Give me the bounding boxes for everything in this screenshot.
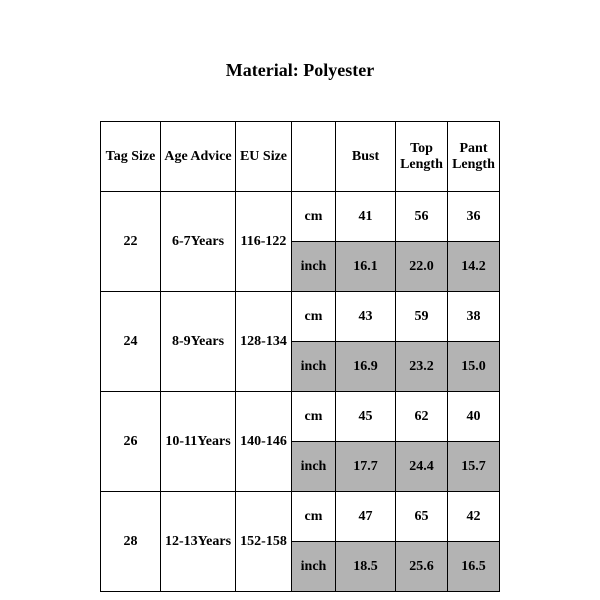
cell-unit-inch: inch <box>292 242 336 292</box>
cell-tag-size: 22 <box>101 192 161 292</box>
cell-pant-cm: 36 <box>448 192 500 242</box>
cell-bust-cm: 41 <box>336 192 396 242</box>
material-title: Material: Polyester <box>0 60 600 81</box>
cell-bust-cm: 45 <box>336 392 396 442</box>
table-row: 28 12-13Years 152-158 cm 47 65 42 <box>101 492 500 542</box>
cell-bust-inch: 17.7 <box>336 442 396 492</box>
cell-top-cm: 56 <box>396 192 448 242</box>
cell-top-cm: 65 <box>396 492 448 542</box>
size-chart-table: Tag Size Age Advice EU Size Bust Top Len… <box>100 121 500 592</box>
table-row: 26 10-11Years 140-146 cm 45 62 40 <box>101 392 500 442</box>
cell-age-advice: 10-11Years <box>161 392 236 492</box>
cell-eu-size: 128-134 <box>236 292 292 392</box>
cell-top-inch: 24.4 <box>396 442 448 492</box>
cell-pant-cm: 38 <box>448 292 500 342</box>
cell-bust-cm: 47 <box>336 492 396 542</box>
cell-tag-size: 26 <box>101 392 161 492</box>
cell-bust-inch: 18.5 <box>336 542 396 592</box>
cell-pant-inch: 15.7 <box>448 442 500 492</box>
cell-unit-cm: cm <box>292 192 336 242</box>
cell-bust-inch: 16.9 <box>336 342 396 392</box>
cell-unit-inch: inch <box>292 442 336 492</box>
cell-pant-inch: 16.5 <box>448 542 500 592</box>
cell-age-advice: 8-9Years <box>161 292 236 392</box>
cell-pant-inch: 15.0 <box>448 342 500 392</box>
table-row: 24 8-9Years 128-134 cm 43 59 38 <box>101 292 500 342</box>
cell-bust-cm: 43 <box>336 292 396 342</box>
cell-eu-size: 116-122 <box>236 192 292 292</box>
cell-age-advice: 12-13Years <box>161 492 236 592</box>
cell-tag-size: 28 <box>101 492 161 592</box>
col-tag-size: Tag Size <box>101 122 161 192</box>
cell-unit-cm: cm <box>292 292 336 342</box>
header-row: Tag Size Age Advice EU Size Bust Top Len… <box>101 122 500 192</box>
cell-unit-inch: inch <box>292 542 336 592</box>
cell-unit-inch: inch <box>292 342 336 392</box>
col-bust: Bust <box>336 122 396 192</box>
cell-age-advice: 6-7Years <box>161 192 236 292</box>
cell-pant-cm: 42 <box>448 492 500 542</box>
col-pant-length: Pant Length <box>448 122 500 192</box>
cell-top-inch: 22.0 <box>396 242 448 292</box>
cell-top-inch: 23.2 <box>396 342 448 392</box>
cell-top-cm: 62 <box>396 392 448 442</box>
cell-eu-size: 152-158 <box>236 492 292 592</box>
cell-pant-inch: 14.2 <box>448 242 500 292</box>
cell-top-cm: 59 <box>396 292 448 342</box>
cell-tag-size: 24 <box>101 292 161 392</box>
cell-unit-cm: cm <box>292 492 336 542</box>
col-eu-size: EU Size <box>236 122 292 192</box>
col-unit <box>292 122 336 192</box>
cell-top-inch: 25.6 <box>396 542 448 592</box>
page: Material: Polyester Tag Size Age Advice … <box>0 0 600 600</box>
cell-bust-inch: 16.1 <box>336 242 396 292</box>
cell-pant-cm: 40 <box>448 392 500 442</box>
col-age-advice: Age Advice <box>161 122 236 192</box>
cell-unit-cm: cm <box>292 392 336 442</box>
cell-eu-size: 140-146 <box>236 392 292 492</box>
table-row: 22 6-7Years 116-122 cm 41 56 36 <box>101 192 500 242</box>
col-top-length: Top Length <box>396 122 448 192</box>
